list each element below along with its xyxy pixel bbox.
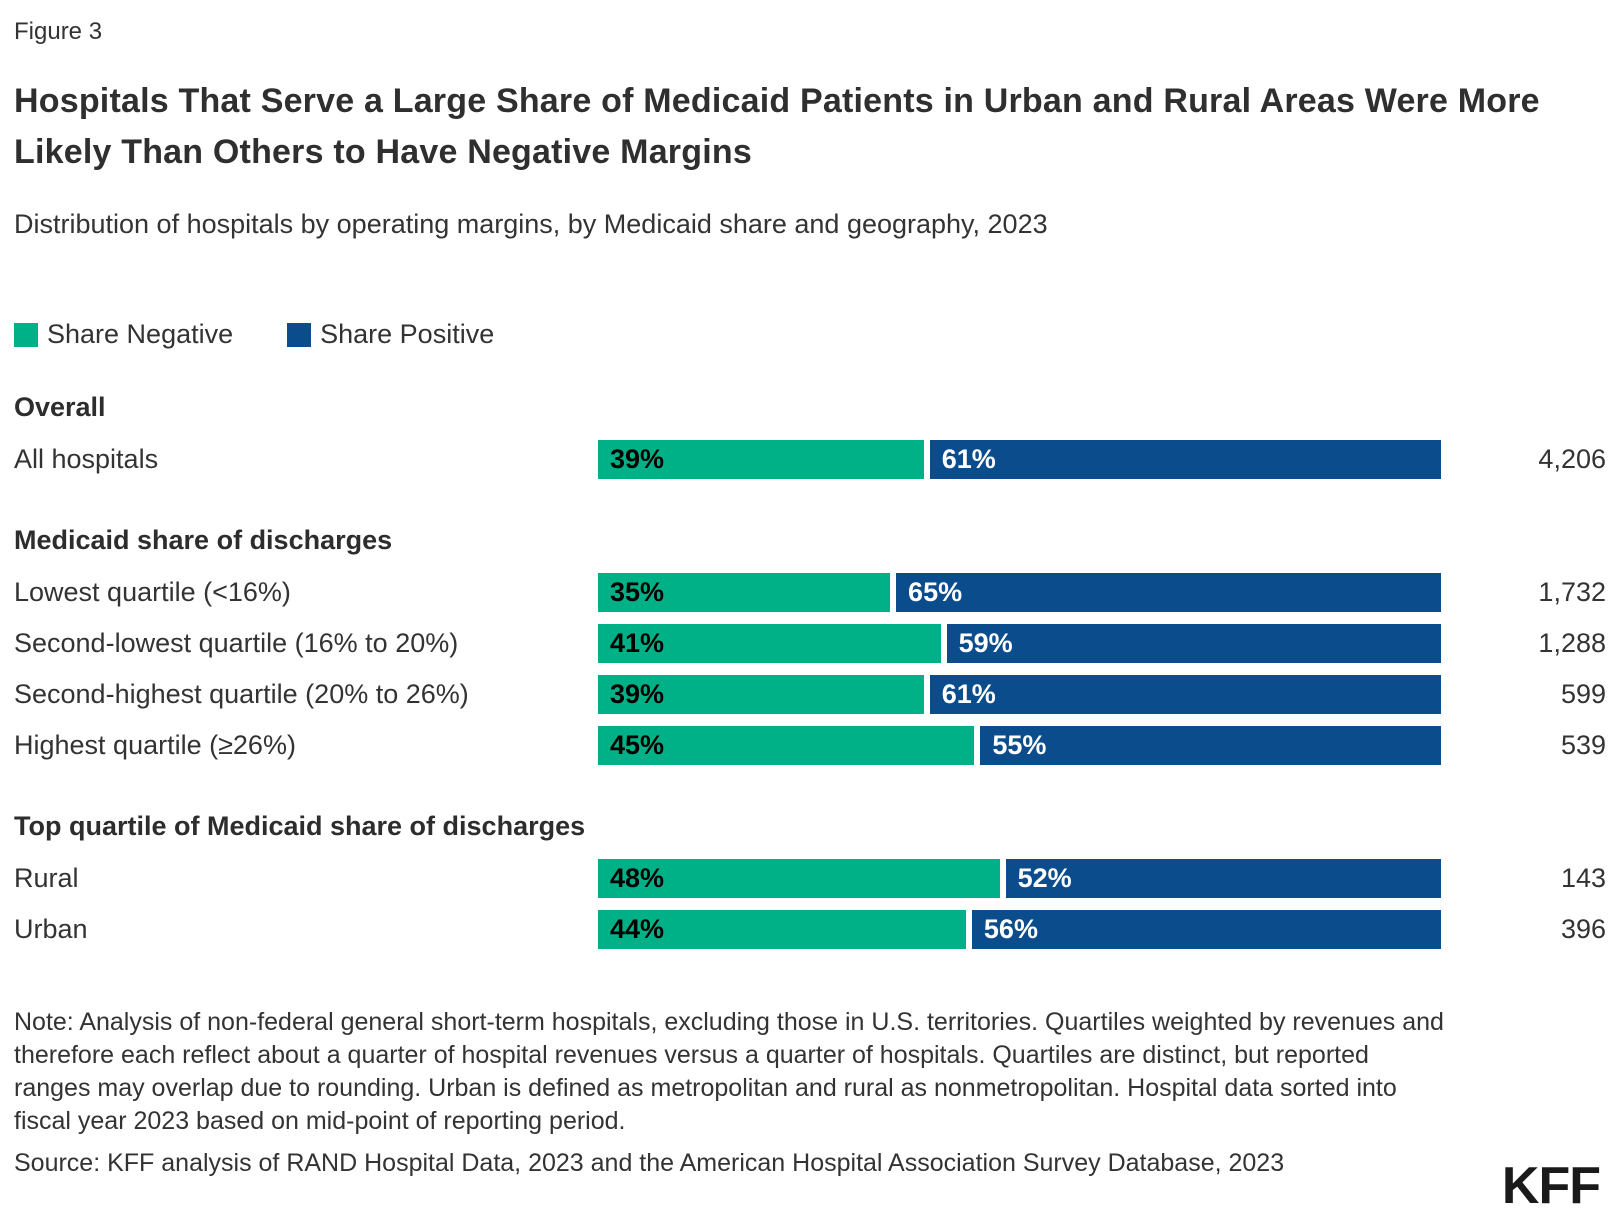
legend-label-negative: Share Negative [47, 319, 234, 349]
figure-subtitle: Distribution of hospitals by operating m… [14, 209, 1048, 239]
row-label: Urban [14, 914, 88, 944]
row-label: Rural [14, 863, 79, 893]
row-count: 1,732 [1538, 577, 1606, 607]
chart-section: Top quartile of Medicaid share of discha… [14, 811, 1606, 949]
row-count: 539 [1560, 730, 1606, 760]
section-rows: All hospitals 39% 61% 4,206 [14, 440, 1606, 479]
bar-segment-positive: 55% [980, 726, 1441, 765]
row-label: Lowest quartile (<16%) [14, 577, 291, 607]
bar-segment-negative: 39% [598, 675, 924, 714]
bar-row: Highest quartile (≥26%) 45% 55% 539 [14, 726, 1606, 765]
row-label: All hospitals [14, 444, 159, 474]
bar-track: 35% 65% [598, 573, 1441, 612]
bar-row: Urban 44% 56% 396 [14, 910, 1606, 949]
row-count: 396 [1560, 914, 1606, 944]
row-count: 4,206 [1538, 444, 1606, 474]
chart-legend: Share Negative Share Positive [14, 319, 1606, 350]
section-rows: Lowest quartile (<16%) 35% 65% 1,732 Sec… [14, 573, 1606, 765]
bar-row: Lowest quartile (<16%) 35% 65% 1,732 [14, 573, 1606, 612]
figure-title: Hospitals That Serve a Large Share of Me… [14, 82, 1540, 171]
bar-track: 39% 61% [598, 440, 1441, 479]
row-label: Second-highest quartile (20% to 26%) [14, 679, 469, 709]
kff-logo: KFF [1501, 1157, 1601, 1215]
bar-segment-positive: 56% [971, 910, 1441, 949]
bar-segment-negative: 39% [598, 440, 924, 479]
bar-track: 45% 55% [598, 726, 1441, 765]
bar-segment-positive: 59% [946, 624, 1441, 663]
bar-track: 48% 52% [598, 859, 1441, 898]
figure-label: Figure 3 [14, 18, 103, 45]
bar-segment-positive: 61% [929, 675, 1441, 714]
legend-swatch-negative [14, 322, 38, 347]
chart-note: Note: Analysis of non-federal general sh… [14, 1008, 1444, 1135]
bar-segment-negative: 45% [598, 726, 975, 765]
bar-segment-negative: 48% [598, 859, 1000, 898]
section-header: Overall [14, 392, 106, 422]
bar-track: 41% 59% [598, 624, 1441, 663]
row-count: 599 [1560, 679, 1606, 709]
row-label: Highest quartile (≥26%) [14, 730, 296, 760]
bar-row: Second-lowest quartile (16% to 20%) 41% … [14, 624, 1606, 663]
legend-item-share-negative: Share Negative [14, 319, 233, 350]
bar-row: All hospitals 39% 61% 4,206 [14, 440, 1606, 479]
section-rows: Rural 48% 52% 143 Urban 44% 56% 396 [14, 859, 1606, 949]
bar-segment-positive: 65% [896, 573, 1441, 612]
chart-sections: Overall All hospitals 39% 61% 4,206 Medi… [14, 392, 1606, 949]
row-count: 1,288 [1538, 628, 1606, 658]
row-label: Second-lowest quartile (16% to 20%) [14, 628, 459, 658]
bar-row: Second-highest quartile (20% to 26%) 39%… [14, 675, 1606, 714]
bar-track: 44% 56% [598, 910, 1441, 949]
section-header: Top quartile of Medicaid share of discha… [14, 811, 586, 841]
legend-swatch-positive [287, 322, 312, 347]
chart-section: Medicaid share of discharges Lowest quar… [14, 525, 1606, 765]
bar-segment-negative: 35% [598, 573, 891, 612]
bar-segment-negative: 44% [598, 910, 966, 949]
chart-source: Source: KFF analysis of RAND Hospital Da… [14, 1149, 1285, 1177]
bar-row: Rural 48% 52% 143 [14, 859, 1606, 898]
bar-track: 39% 61% [598, 675, 1441, 714]
legend-label-positive: Share Positive [320, 319, 495, 349]
legend-item-share-positive: Share Positive [287, 319, 494, 350]
bar-segment-positive: 61% [929, 440, 1441, 479]
bar-segment-positive: 52% [1005, 859, 1441, 898]
bar-segment-negative: 41% [598, 624, 941, 663]
chart-section: Overall All hospitals 39% 61% 4,206 [14, 392, 1606, 479]
section-header: Medicaid share of discharges [14, 525, 393, 555]
row-count: 143 [1560, 863, 1606, 893]
